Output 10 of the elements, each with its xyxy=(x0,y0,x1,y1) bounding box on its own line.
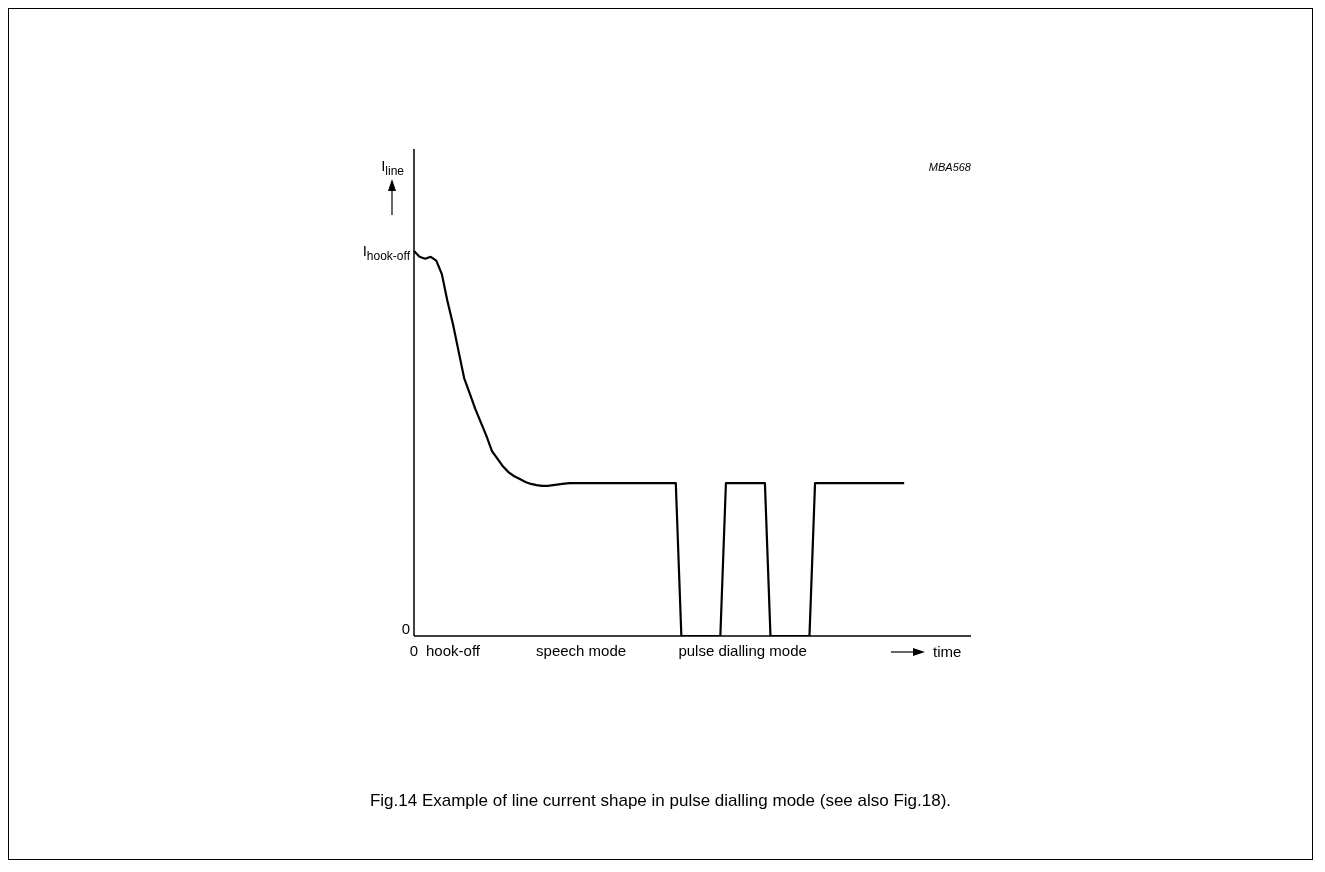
text: MBA568 xyxy=(928,161,972,173)
text: I$_{hook-off}$ xyxy=(362,242,411,263)
x-tick-label: hook-off xyxy=(426,642,481,659)
text: 0 xyxy=(401,620,410,637)
x-tick-label: 0 xyxy=(409,642,419,659)
x-tick-label: pulse dialling mode xyxy=(678,642,807,659)
y-axis-title: I$_{line}$ xyxy=(381,157,405,178)
x-axis-title: time xyxy=(933,643,962,660)
x-tick-label: speech mode xyxy=(536,642,627,659)
text: Fig.14 Example of line current shape in pulse dialling mode (see also Fig.18). xyxy=(368,791,953,811)
